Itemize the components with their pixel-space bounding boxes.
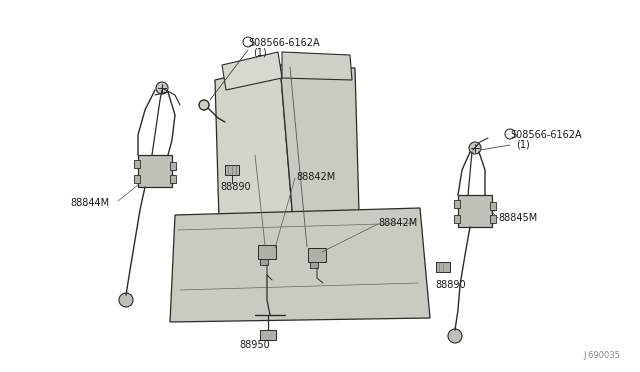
Bar	[138, 155, 172, 187]
Polygon shape	[222, 52, 282, 90]
Circle shape	[448, 329, 462, 343]
Polygon shape	[170, 208, 430, 322]
Text: 88890: 88890	[435, 280, 466, 290]
Polygon shape	[282, 52, 352, 80]
Text: 88950: 88950	[239, 340, 270, 350]
Bar	[170, 162, 176, 170]
Text: (1): (1)	[253, 47, 267, 57]
Bar	[225, 165, 239, 175]
Text: 88845M: 88845M	[498, 213, 537, 223]
Polygon shape	[280, 65, 360, 248]
Bar	[454, 200, 460, 208]
Polygon shape	[215, 65, 295, 255]
Bar	[258, 245, 276, 259]
Bar	[134, 175, 140, 183]
Text: 88890: 88890	[220, 182, 251, 192]
Bar	[310, 262, 318, 268]
Text: 88844M: 88844M	[70, 198, 109, 208]
Bar	[134, 160, 140, 168]
Bar	[458, 195, 492, 227]
Bar	[308, 248, 326, 262]
Text: 88842M: 88842M	[296, 172, 335, 182]
Bar	[436, 262, 450, 272]
Text: J 690035: J 690035	[583, 351, 620, 360]
Text: (1): (1)	[516, 139, 530, 149]
Circle shape	[119, 293, 133, 307]
Bar	[490, 202, 496, 210]
Bar	[454, 215, 460, 223]
Text: S08566-6162A: S08566-6162A	[248, 38, 319, 48]
Bar	[260, 330, 276, 340]
Circle shape	[199, 100, 209, 110]
Bar	[490, 215, 496, 223]
Text: 88842M: 88842M	[378, 218, 417, 228]
Bar	[260, 259, 268, 265]
Circle shape	[156, 82, 168, 94]
Circle shape	[469, 142, 481, 154]
Bar	[170, 175, 176, 183]
Text: S08566-6162A: S08566-6162A	[510, 130, 582, 140]
